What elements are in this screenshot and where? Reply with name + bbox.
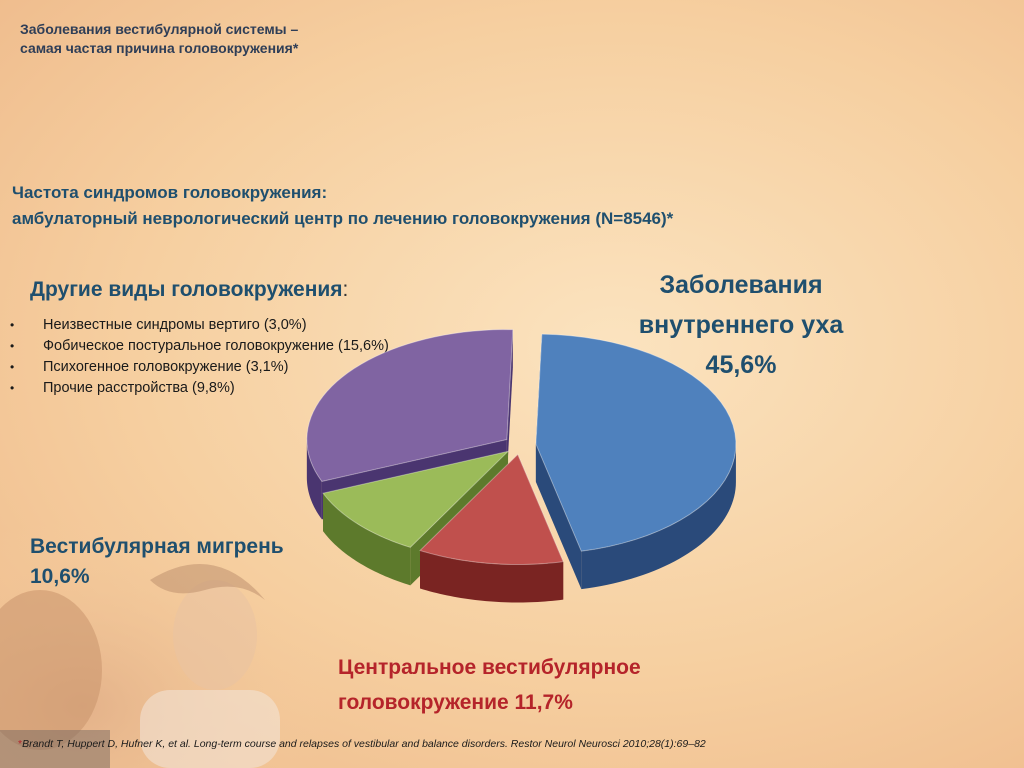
central-vertigo-label: Центральное вестибулярное головокружение… xyxy=(338,650,641,720)
slide-subtitle-line2: амбулаторный неврологический центр по ле… xyxy=(12,209,674,228)
list-item-text: Фобическое постуральное головокружение (… xyxy=(43,338,389,354)
slide-title-line1: Заболевания вестибулярной системы – xyxy=(20,21,299,37)
footnote-text: Brandt T, Huppert D, Hufner K, et al. Lo… xyxy=(22,738,706,750)
other-vertigo-heading-text: Другие виды головокружения xyxy=(30,278,343,301)
inner-ear-value: 45,6% xyxy=(705,351,777,379)
pie-slice-top xyxy=(535,333,737,552)
pie-slice-top xyxy=(419,453,564,566)
migraine-label: Вестибулярная мигрень 10,6% xyxy=(30,532,284,592)
pie-slice-side xyxy=(323,493,411,586)
list-item: • Фобическое постуральное головокружение … xyxy=(10,336,389,357)
pie-slice-top xyxy=(322,450,510,548)
bullet-icon: • xyxy=(10,318,15,332)
list-item-text: Неизвестные синдромы вертиго (3,0%) xyxy=(43,317,307,333)
list-item: • Неизвестные синдромы вертиго (3,0%) xyxy=(10,315,389,336)
pie-slice xyxy=(535,333,737,590)
list-item: • Прочие расстройства (9,8%) xyxy=(10,378,389,399)
footnote-marker: * xyxy=(18,738,23,750)
bullet-icon: • xyxy=(10,381,15,395)
other-vertigo-heading: Другие виды головокружения: xyxy=(30,278,348,302)
list-item: • Психогенное головокружение (3,1%) xyxy=(10,357,389,378)
central-vertigo-label-line1: Центральное вестибулярное xyxy=(338,656,641,679)
list-item-text: Психогенное головокружение (3,1%) xyxy=(43,359,289,375)
migraine-label-line2: 10,6% xyxy=(30,565,90,588)
pie-slice-side xyxy=(420,550,564,603)
migraine-label-line1: Вестибулярная мигрень xyxy=(30,535,284,558)
inner-ear-label-line2: внутреннего уха xyxy=(638,311,844,339)
pie-slice-cut-side xyxy=(535,444,582,590)
pie-slice-side xyxy=(306,439,322,520)
bullet-icon: • xyxy=(10,339,15,353)
other-vertigo-heading-colon: : xyxy=(342,278,349,301)
other-vertigo-list: • Неизвестные синдромы вертиго (3,0%) • Фо… xyxy=(10,315,389,399)
inner-ear-label-line1: Заболевания xyxy=(659,271,823,299)
slide-subtitle: Частота синдромов головокружения: амбула… xyxy=(12,180,912,232)
pie-slice-cut-side xyxy=(506,329,513,478)
central-vertigo-label-line2: головокружение 11,7% xyxy=(338,691,573,714)
slide-subtitle-line1: Частота синдромов головокружения: xyxy=(12,183,328,202)
doctor-patient-photo xyxy=(0,520,330,768)
slide-title: Заболевания вестибулярной системы – сама… xyxy=(20,20,440,58)
bullet-icon: • xyxy=(10,360,15,374)
inner-ear-label: Заболевания внутреннего уха 45,6% xyxy=(612,265,870,385)
footnote: *Brandt T, Huppert D, Hufner K, et al. L… xyxy=(18,738,706,750)
list-item-text: Прочие расстройства (9,8%) xyxy=(43,380,235,396)
pie-slice-top xyxy=(306,329,514,482)
slide-title-line2: самая частая причина головокружения* xyxy=(20,40,299,56)
pie-slice-side xyxy=(581,444,736,590)
pie-slice xyxy=(419,453,564,603)
